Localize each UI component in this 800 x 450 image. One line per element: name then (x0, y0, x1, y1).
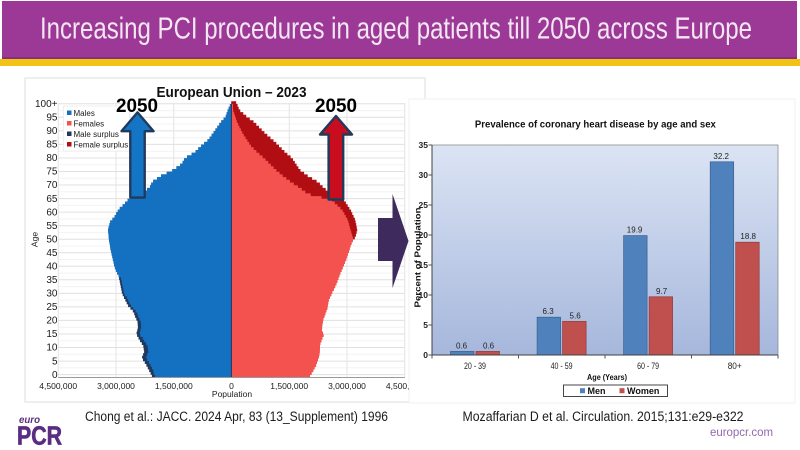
svg-text:0: 0 (52, 370, 58, 381)
svg-text:35: 35 (46, 275, 58, 286)
svg-text:3,000,000: 3,000,000 (328, 381, 366, 391)
svg-text:2050: 2050 (315, 95, 357, 117)
svg-text:75: 75 (46, 167, 58, 178)
svg-text:25: 25 (419, 200, 429, 210)
svg-text:Prevalence of coronary heart d: Prevalence of coronary heart disease by … (475, 120, 717, 131)
svg-text:europcr.com: europcr.com (710, 425, 773, 439)
svg-text:1,500,000: 1,500,000 (270, 381, 308, 391)
svg-text:20: 20 (419, 230, 429, 240)
svg-text:3,000,000: 3,000,000 (97, 381, 135, 391)
svg-text:90: 90 (46, 126, 58, 137)
svg-text:PCR: PCR (17, 423, 62, 450)
svg-text:Women: Women (627, 386, 659, 396)
svg-text:4,500,000: 4,500,000 (39, 381, 77, 391)
svg-text:19.9: 19.9 (627, 226, 643, 235)
svg-text:85: 85 (46, 140, 58, 151)
svg-text:30: 30 (419, 170, 429, 180)
svg-text:Percent of Population: Percent of Population (414, 207, 423, 307)
svg-text:Mozaffarian D et al. Circulati: Mozaffarian D et al. Circulation. 2015;1… (463, 409, 744, 424)
svg-text:Males: Males (74, 109, 95, 118)
svg-text:35: 35 (419, 140, 429, 150)
svg-text:0.6: 0.6 (456, 341, 468, 350)
svg-text:4,500,000: 4,500,000 (386, 381, 424, 391)
svg-text:0.6: 0.6 (483, 341, 495, 350)
svg-text:2050: 2050 (116, 95, 158, 117)
svg-text:Population: Population (212, 389, 252, 399)
svg-text:Increasing PCI procedures in a: Increasing PCI procedures in aged patien… (40, 12, 752, 46)
svg-text:1,500,000: 1,500,000 (155, 381, 193, 391)
svg-text:20: 20 (46, 316, 58, 327)
svg-text:Female surplus: Female surplus (74, 141, 129, 150)
svg-text:0: 0 (229, 381, 234, 391)
svg-text:Females: Females (74, 120, 105, 129)
svg-text:Male surplus: Male surplus (74, 130, 119, 139)
svg-text:95: 95 (46, 113, 58, 124)
svg-text:80: 80 (46, 153, 58, 164)
svg-text:50: 50 (46, 234, 58, 245)
svg-text:Age (Years): Age (Years) (587, 372, 627, 382)
svg-text:55: 55 (46, 221, 58, 232)
svg-text:18.8: 18.8 (740, 232, 756, 241)
svg-text:32.2: 32.2 (713, 152, 729, 161)
svg-text:9.7: 9.7 (656, 287, 668, 296)
svg-text:40 - 59: 40 - 59 (551, 361, 573, 371)
svg-text:5: 5 (423, 320, 428, 330)
svg-text:European Union – 2023: European Union – 2023 (157, 84, 307, 101)
svg-text:6.3: 6.3 (543, 307, 555, 316)
svg-text:70: 70 (46, 180, 58, 191)
svg-text:Chong et al.: JACC. 2024 Apr,: Chong et al.: JACC. 2024 Apr, 83 (13_Sup… (85, 409, 388, 424)
svg-text:5.6: 5.6 (570, 311, 582, 320)
svg-text:45: 45 (46, 248, 58, 259)
svg-text:15: 15 (419, 260, 429, 270)
svg-text:5: 5 (52, 356, 58, 367)
svg-text:30: 30 (46, 289, 58, 300)
svg-text:10: 10 (419, 290, 429, 300)
svg-text:Men: Men (588, 386, 606, 396)
svg-text:60: 60 (46, 207, 58, 218)
svg-text:40: 40 (46, 262, 58, 273)
svg-text:Age: Age (30, 232, 40, 247)
svg-text:60 - 79: 60 - 79 (637, 361, 659, 371)
svg-text:15: 15 (46, 329, 58, 340)
svg-text:25: 25 (46, 302, 58, 313)
svg-text:20 - 39: 20 - 39 (464, 361, 486, 371)
svg-text:euro: euro (19, 415, 40, 426)
svg-text:65: 65 (46, 194, 58, 205)
svg-text:80+: 80+ (728, 361, 742, 371)
svg-text:10: 10 (46, 343, 58, 354)
svg-text:100+: 100+ (35, 99, 58, 110)
svg-text:0: 0 (423, 350, 428, 360)
